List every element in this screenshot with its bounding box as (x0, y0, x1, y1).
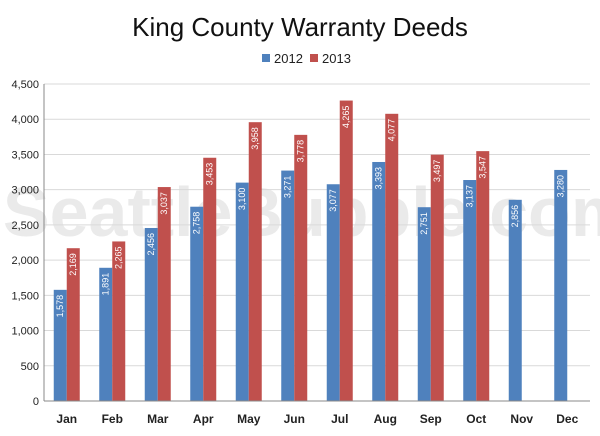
y-tick-label: 2,000 (11, 255, 39, 267)
x-tick-label: Jan (56, 412, 77, 426)
data-label-2012-Apr: 2,758 (192, 212, 202, 235)
x-tick-label: Apr (193, 412, 214, 426)
x-tick-label: Oct (466, 412, 486, 426)
x-tick-label: Feb (102, 412, 123, 426)
bar-2012-Jul (326, 184, 340, 401)
legend: 2012 2013 (262, 51, 351, 66)
bar-2013-Jul (339, 100, 353, 401)
data-label-2012-Oct: 3,137 (465, 185, 475, 208)
y-tick-label: 2,500 (11, 220, 39, 232)
bar-2012-Jun (281, 170, 295, 401)
bar-2012-Dec (554, 169, 568, 401)
y-tick-label: 4,500 (11, 79, 39, 91)
data-label-2013-Sep: 3,497 (432, 160, 442, 183)
bar-2013-Aug (385, 113, 399, 401)
x-tick-label: Jun (284, 412, 305, 426)
bar-2012-Feb (99, 267, 113, 401)
bar-2012-Sep (417, 207, 431, 401)
bar-2012-Apr (190, 206, 204, 401)
y-tick-label: 0 (33, 396, 39, 408)
x-tick-label: Nov (510, 412, 533, 426)
data-label-2013-May: 3,958 (250, 127, 260, 150)
data-label-2013-Aug: 4,077 (387, 119, 397, 142)
x-axis: Jan Feb Mar Apr May Jun Jul Aug Sep Oct Nov Dec (44, 400, 590, 426)
data-label-2012-Feb: 1,891 (101, 273, 111, 296)
gridlines (44, 83, 590, 402)
x-tick-label: Mar (147, 412, 169, 426)
bar-2012-Aug (372, 161, 386, 401)
bar-2012-May (235, 182, 249, 401)
data-label-2013-Mar: 3,037 (159, 192, 169, 215)
legend-swatch-2013 (310, 54, 318, 62)
x-tick-label: Jul (331, 412, 348, 426)
legend-swatch-2012 (262, 54, 270, 62)
data-label-2012-Sep: 2,751 (419, 212, 429, 235)
bar-2013-Sep (430, 154, 444, 401)
bar-2013-May (248, 122, 262, 402)
y-tick-label: 1,000 (11, 326, 39, 338)
x-tick-label: May (237, 412, 261, 426)
y-axis: 0 500 1,000 1,500 2,000 2,500 3,000 3,500 4,000 4… (11, 79, 45, 408)
y-tick-label: 500 (21, 361, 39, 373)
data-label-2012-Jul: 3,077 (328, 189, 338, 212)
x-tick-label: Sep (420, 412, 442, 426)
bar-2013-Jun (294, 134, 308, 401)
data-label-2012-Aug: 3,393 (374, 167, 384, 190)
data-label-2013-Apr: 3,453 (205, 163, 215, 186)
bar-2013-Feb (112, 241, 126, 401)
data-label-2013-Jul: 4,265 (341, 106, 351, 129)
x-tick-label: Dec (556, 412, 578, 426)
chart-title: King County Warranty Deeds (132, 12, 468, 42)
bar-2013-Oct (476, 151, 490, 401)
data-label-2013-Feb: 2,265 (114, 246, 124, 269)
data-label-2012-Jan: 1,578 (55, 295, 65, 318)
y-tick-label: 3,000 (11, 185, 39, 197)
data-label-2012-Nov: 2,856 (510, 205, 520, 228)
bar-2012-Mar (144, 227, 158, 401)
bar-2012-Oct (463, 180, 477, 401)
data-label-2013-Oct: 3,547 (478, 156, 488, 179)
bar-2013-Jan (66, 248, 80, 401)
y-tick-label: 1,500 (11, 290, 39, 302)
data-label-2012-Dec: 3,280 (556, 175, 566, 198)
y-tick-label: 4,000 (11, 114, 39, 126)
legend-label-2013: 2013 (322, 51, 351, 66)
y-tick-label: 3,500 (11, 149, 39, 161)
data-label-2012-May: 3,100 (237, 188, 247, 211)
bar-2013-Apr (203, 157, 217, 401)
bar-2013-Mar (157, 187, 171, 401)
data-label-2013-Jun: 3,778 (296, 140, 306, 163)
data-label-2012-Jun: 3,271 (283, 176, 293, 199)
data-label-2013-Jan: 2,169 (68, 253, 78, 276)
x-tick-label: Aug (374, 412, 397, 426)
bar-2012-Nov (508, 199, 522, 401)
bar-2012-Jan (53, 289, 67, 401)
legend-label-2012: 2012 (274, 51, 303, 66)
data-label-2012-Mar: 2,456 (146, 233, 156, 256)
